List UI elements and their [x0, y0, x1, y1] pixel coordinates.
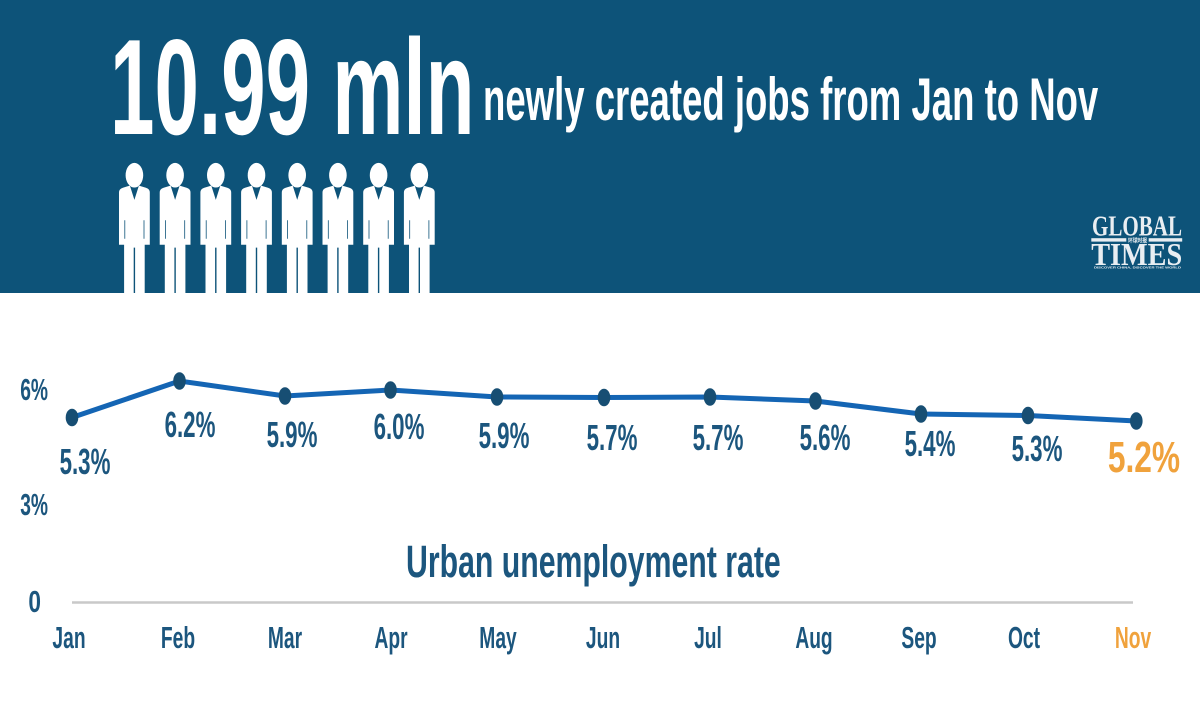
svg-text:DISCOVER CHINA, DISCOVER THE W: DISCOVER CHINA, DISCOVER THE WORLD [1094, 266, 1182, 270]
svg-text:环球时报: 环球时报 [1128, 236, 1148, 244]
svg-text:TIMES: TIMES [1091, 236, 1182, 271]
svg-text:GLOBAL: GLOBAL [1092, 215, 1182, 242]
